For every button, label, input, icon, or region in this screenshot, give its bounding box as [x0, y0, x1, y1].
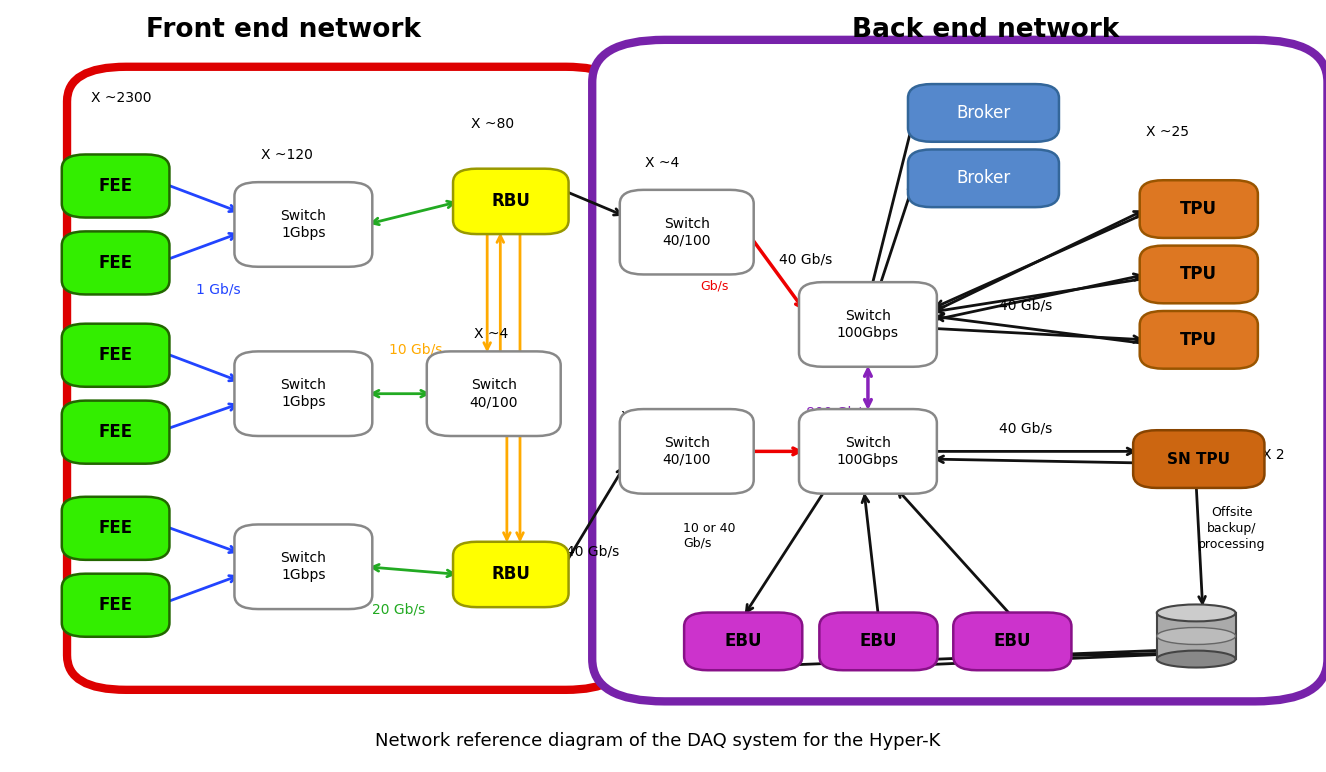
FancyBboxPatch shape: [62, 323, 170, 387]
Text: 40 Gb/s: 40 Gb/s: [1000, 298, 1053, 312]
Text: X 4: X 4: [621, 410, 643, 424]
Text: Switch
100Gbps: Switch 100Gbps: [837, 436, 899, 467]
Text: TPU: TPU: [1180, 331, 1217, 349]
FancyBboxPatch shape: [453, 169, 569, 234]
Text: 40 Gb/s: 40 Gb/s: [566, 544, 619, 558]
Text: X ~2300: X ~2300: [90, 90, 151, 104]
FancyBboxPatch shape: [800, 409, 937, 493]
Text: 40 Gb/s: 40 Gb/s: [1000, 422, 1053, 435]
Text: Switch
1Gbps: Switch 1Gbps: [280, 378, 326, 409]
Text: 1 Gb/s: 1 Gb/s: [196, 283, 240, 297]
FancyBboxPatch shape: [62, 232, 170, 294]
Text: Broker: Broker: [956, 169, 1010, 188]
Text: 800 Gb/s: 800 Gb/s: [806, 406, 869, 420]
Text: Switch
40/100: Switch 40/100: [469, 378, 518, 409]
Text: Switch
100Gbps: Switch 100Gbps: [837, 309, 899, 340]
Text: X ~4: X ~4: [475, 327, 508, 341]
Text: X ~25: X ~25: [1146, 125, 1189, 139]
Text: 10 Gb/s: 10 Gb/s: [389, 342, 442, 356]
FancyBboxPatch shape: [62, 574, 170, 637]
Text: 40 Gb/s: 40 Gb/s: [778, 252, 831, 266]
Text: 20 Gb/s: 20 Gb/s: [371, 602, 424, 616]
FancyBboxPatch shape: [800, 282, 937, 367]
FancyBboxPatch shape: [619, 190, 753, 275]
Text: Front end network: Front end network: [146, 17, 422, 43]
Text: Switch
1Gbps: Switch 1Gbps: [280, 209, 326, 240]
Text: FEE: FEE: [98, 346, 133, 364]
Text: RBU: RBU: [492, 565, 530, 584]
FancyBboxPatch shape: [1140, 180, 1258, 238]
FancyBboxPatch shape: [62, 496, 170, 560]
FancyBboxPatch shape: [593, 40, 1326, 702]
Text: EBU: EBU: [724, 632, 762, 650]
FancyBboxPatch shape: [908, 84, 1059, 142]
Text: X ~120: X ~120: [261, 148, 313, 162]
Text: X ~80: X ~80: [472, 117, 514, 131]
Text: Network reference diagram of the DAQ system for the Hyper-K: Network reference diagram of the DAQ sys…: [375, 733, 940, 750]
Text: 400
Gb/s: 400 Gb/s: [700, 264, 729, 293]
Text: EBU: EBU: [859, 632, 898, 650]
FancyBboxPatch shape: [1140, 245, 1258, 303]
Text: FEE: FEE: [98, 423, 133, 441]
Text: TPU: TPU: [1180, 200, 1217, 218]
FancyBboxPatch shape: [684, 612, 802, 670]
Text: FEE: FEE: [98, 177, 133, 195]
Text: X ~4: X ~4: [644, 156, 679, 170]
Text: Back end network: Back end network: [853, 17, 1119, 43]
FancyBboxPatch shape: [235, 182, 373, 267]
Text: EBU: EBU: [993, 632, 1032, 650]
Text: SN TPU: SN TPU: [1167, 452, 1231, 466]
Text: Switch
40/100: Switch 40/100: [663, 436, 711, 467]
Text: RBU: RBU: [492, 192, 530, 211]
Ellipse shape: [1156, 651, 1236, 668]
Text: FEE: FEE: [98, 254, 133, 272]
FancyBboxPatch shape: [62, 154, 170, 218]
FancyBboxPatch shape: [427, 351, 561, 436]
FancyBboxPatch shape: [908, 150, 1059, 207]
Text: 10 or 40
Gb/s: 10 or 40 Gb/s: [683, 522, 736, 550]
FancyBboxPatch shape: [453, 542, 569, 607]
Ellipse shape: [1156, 604, 1236, 621]
FancyBboxPatch shape: [235, 524, 373, 609]
FancyBboxPatch shape: [819, 612, 937, 670]
Ellipse shape: [1156, 628, 1236, 645]
FancyBboxPatch shape: [953, 612, 1071, 670]
Text: Switch
1Gbps: Switch 1Gbps: [280, 551, 326, 582]
Text: X 2: X 2: [1262, 449, 1285, 462]
Text: Switch
40/100: Switch 40/100: [663, 217, 711, 248]
Text: FEE: FEE: [98, 520, 133, 537]
Text: Offsite
backup/
processing: Offsite backup/ processing: [1197, 506, 1265, 550]
FancyBboxPatch shape: [619, 409, 753, 493]
Bar: [1156, 613, 1236, 659]
FancyBboxPatch shape: [1140, 311, 1258, 369]
FancyBboxPatch shape: [235, 351, 373, 436]
FancyBboxPatch shape: [62, 401, 170, 464]
FancyBboxPatch shape: [68, 66, 625, 690]
FancyBboxPatch shape: [1134, 430, 1265, 488]
Text: Broker: Broker: [956, 104, 1010, 122]
Text: FEE: FEE: [98, 596, 133, 615]
Text: TPU: TPU: [1180, 266, 1217, 283]
